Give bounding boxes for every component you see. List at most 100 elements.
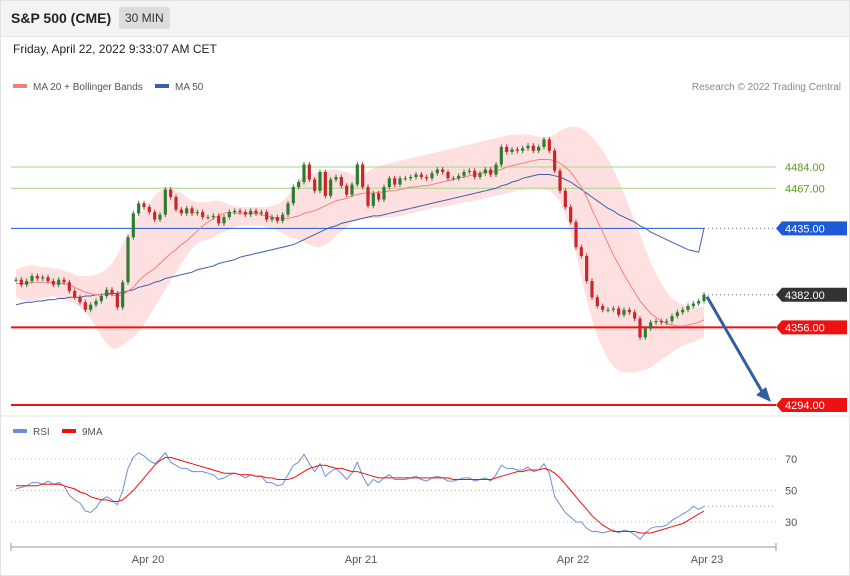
candle-body	[121, 282, 125, 308]
candle-body	[275, 217, 279, 221]
candle-body	[387, 178, 391, 188]
bollinger-band-area	[16, 126, 704, 373]
candle-body	[265, 212, 269, 220]
rsi-tick-label: 30	[785, 517, 797, 529]
candle-body	[313, 179, 317, 191]
candle-body	[51, 280, 55, 285]
candle-body	[414, 174, 418, 178]
candle-body	[78, 297, 82, 303]
candle-body	[163, 189, 167, 215]
candle-body	[147, 207, 151, 213]
candle-body	[345, 185, 349, 195]
candle-body	[457, 175, 461, 179]
candle-body	[73, 291, 77, 298]
candle-body	[30, 275, 34, 281]
candle-body	[243, 212, 247, 215]
candle-body	[627, 309, 631, 313]
candle-body	[83, 302, 87, 310]
candle-body	[158, 214, 162, 220]
candle-body	[142, 203, 146, 208]
candle-body	[675, 312, 679, 317]
candle-body	[206, 217, 210, 219]
candle-body	[46, 277, 50, 281]
candle-body	[201, 212, 205, 218]
candle-body	[430, 173, 434, 179]
candle-body	[398, 178, 402, 185]
candle-body	[643, 328, 647, 338]
ma20-legend-swatch	[13, 84, 27, 88]
candle-body	[334, 177, 338, 180]
candle-body	[649, 322, 653, 329]
candle-body	[574, 222, 578, 248]
candle-body	[563, 190, 567, 208]
candle-body	[553, 150, 557, 171]
candle-body	[115, 293, 119, 308]
candle-body	[473, 170, 477, 178]
candle-body	[403, 178, 407, 180]
forecast-arrow-shaft	[705, 296, 766, 396]
ma9-legend-label: 9MA	[82, 427, 103, 438]
candle-body	[355, 164, 359, 185]
candle-body	[638, 318, 642, 338]
candle-body	[361, 164, 365, 188]
candle-body	[281, 214, 285, 221]
resistance-level-label: 4484.00	[785, 162, 825, 174]
candle-body	[537, 146, 541, 151]
candle-body	[190, 208, 194, 214]
timeframe-button[interactable]: 30 MIN	[119, 7, 170, 29]
candle-body	[297, 182, 301, 188]
candle-body	[238, 210, 242, 213]
candle-body	[291, 187, 295, 204]
support-level-label: 4294.00	[785, 400, 825, 412]
forecast-arrow-head	[756, 387, 771, 402]
candle-body	[57, 279, 61, 285]
pivot-level-tag	[776, 221, 847, 236]
candle-body	[505, 146, 509, 152]
page-title: S&P 500 (CME)	[11, 10, 112, 26]
candle-body	[110, 289, 114, 294]
candle-body	[329, 179, 333, 196]
candle-body	[585, 255, 589, 281]
resistance-level-label: 4467.00	[785, 183, 825, 195]
candle-body	[425, 177, 429, 179]
candle-body	[323, 172, 327, 196]
candle-body	[531, 145, 535, 151]
ma50-line	[15, 174, 705, 306]
timestamp: Friday, April 22, 2022 9:33:07 AM CET	[13, 42, 217, 56]
x-tick-label: Apr 22	[557, 554, 589, 566]
ma20-legend-label: MA 20 + Bollinger Bands	[33, 82, 143, 93]
candle-body	[654, 321, 658, 323]
candle-body	[249, 210, 253, 215]
candle-body	[211, 215, 215, 218]
ma9-legend-swatch	[62, 429, 76, 433]
candle-body	[579, 247, 583, 256]
candle-body	[521, 148, 525, 151]
candle-body	[94, 301, 98, 305]
candle-body	[393, 178, 397, 185]
candle-body	[67, 282, 71, 292]
candle-body	[254, 210, 258, 214]
copyright-text: Research © 2022 Trading Central	[692, 82, 841, 93]
candle-body	[318, 172, 322, 191]
ma20-line	[16, 159, 705, 327]
candle-body	[366, 187, 370, 206]
candle-body	[307, 164, 311, 180]
candle-body	[339, 177, 343, 186]
candle-body	[153, 212, 157, 220]
candle-body	[681, 309, 685, 313]
rsi-ma-line	[16, 456, 705, 534]
candle-body	[467, 170, 471, 173]
candle-body	[569, 207, 573, 223]
ma50-legend-swatch	[155, 84, 169, 88]
candle-body	[633, 312, 637, 319]
candle-body	[259, 212, 263, 214]
candle-body	[595, 297, 599, 307]
candle-body	[62, 279, 66, 283]
candle-body	[697, 301, 701, 304]
x-tick-label: Apr 20	[132, 554, 164, 566]
candle-body	[435, 169, 439, 174]
candle-body	[99, 296, 103, 302]
candle-body	[691, 303, 695, 307]
candle-body	[14, 279, 18, 281]
